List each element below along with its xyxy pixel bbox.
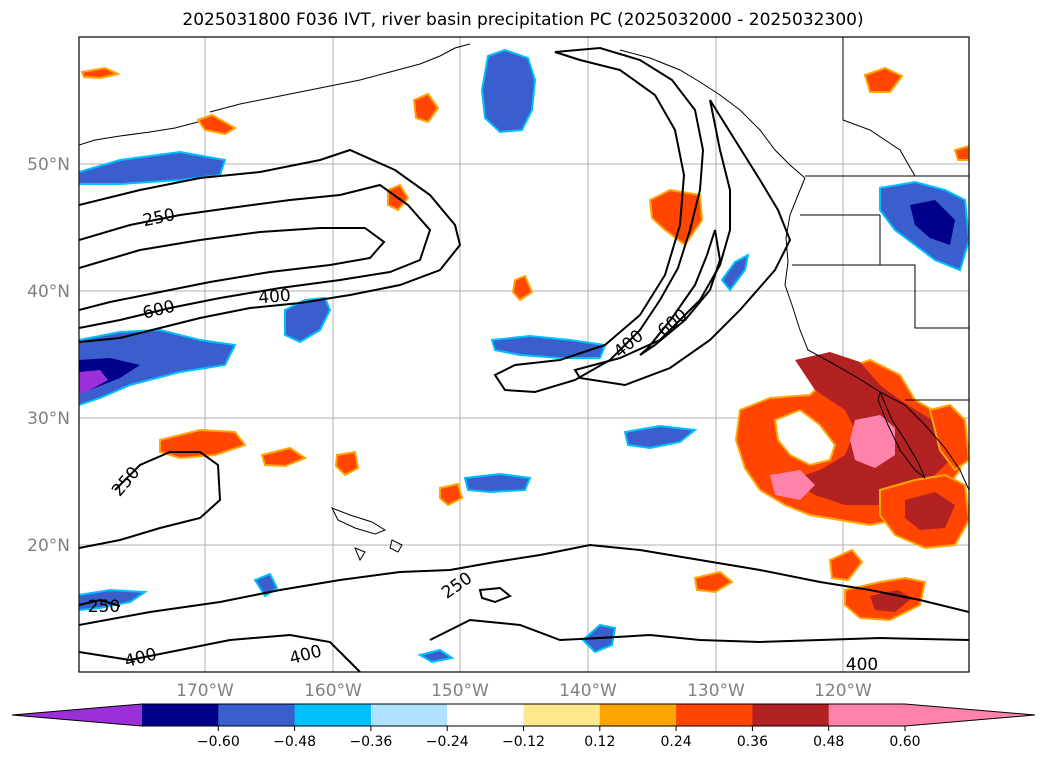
lat-label-20n: 20°N (27, 536, 70, 556)
colorbar-outline (11, 703, 1036, 727)
contour-400-north-jet (79, 183, 432, 329)
contour-250-loop (478, 586, 512, 604)
contour-400-arc (573, 99, 792, 387)
pos-region-aleut (196, 113, 237, 136)
neg-region-mid (284, 296, 332, 344)
colorbar-tick-label: 0.12 (584, 734, 615, 750)
hawaii-3 (354, 547, 366, 562)
colorbar: −0.60 −0.48 −0.36 −0.24 −0.12 0.12 0.24 0.36 0.4… (11, 703, 1036, 750)
alaska-coast-east (619, 49, 806, 179)
colorbar-segment (752, 704, 830, 726)
pos-region-nw-edge (80, 66, 122, 80)
pos-region-38n (511, 274, 534, 302)
lat-label-50n: 50°N (27, 155, 70, 175)
contour-label-400-north: 400 (258, 286, 292, 309)
map-frame (78, 36, 970, 673)
colorbar-segment (142, 704, 219, 726)
neg-region-sub25 (463, 472, 532, 494)
colorbar-tick-label: 0.36 (737, 734, 768, 750)
neg-region-gulf-alaska (480, 48, 537, 134)
colorbar-segment (370, 704, 448, 726)
coastlines (79, 37, 969, 562)
pos-region-22n (439, 482, 464, 507)
pos-region-17n (693, 570, 734, 594)
contour-250-south (79, 451, 222, 549)
contour-250-se (79, 598, 121, 607)
colorbar-segment (828, 704, 906, 726)
contour-250-tropics (79, 543, 969, 626)
colorbar-tick-label: 0.48 (813, 734, 844, 750)
pos-region-26n (260, 446, 308, 468)
neg-region-coast (720, 253, 750, 292)
lon-label-150w: 150°W (431, 681, 489, 701)
colorbar-extend-high (905, 704, 1035, 726)
pos-pink-baja2 (770, 470, 815, 500)
colorbar-segment (599, 704, 677, 726)
map-panel: 250 600 400 400 600 250 250 250 400 400 … (78, 36, 970, 675)
lon-label-170w: 170°W (176, 681, 234, 701)
neg-region-sub30 (623, 424, 698, 450)
colorbar-segment (294, 704, 372, 726)
neg-purple-west (79, 370, 108, 394)
colorbar-tick-label: 0.24 (661, 734, 692, 750)
bc-coast (784, 177, 969, 491)
lon-label-130w: 130°W (687, 681, 745, 701)
contour-600-north-jet (79, 227, 386, 311)
state-border-2 (880, 264, 969, 329)
precip-shading (79, 48, 969, 664)
colorbar-tick-label: −0.24 (426, 734, 469, 750)
canada-provinces (842, 37, 916, 177)
ivt-contours (79, 46, 969, 672)
pos-region-55n (863, 66, 904, 93)
neg-region-central (490, 334, 607, 359)
colorbar-segment (447, 704, 524, 726)
longitude-labels: 170°W 160°W 150°W 140°W 130°W 120°W (176, 681, 872, 701)
contour-label-250-west: 250 (88, 597, 120, 617)
contour-250-north-jet (79, 148, 462, 343)
colorbar-segment (523, 704, 601, 726)
pos-pink-baja1 (850, 415, 895, 468)
lon-label-160w: 160°W (304, 681, 362, 701)
alaska-coast (209, 43, 471, 113)
neg-core-interior (910, 200, 955, 245)
contour-250-arc (493, 46, 705, 394)
baja-peninsula (877, 390, 926, 479)
neg-region-small2 (417, 648, 455, 664)
aleutian-chain (79, 121, 199, 146)
pos-hole-baja (773, 408, 837, 467)
pos-region-53n (412, 92, 440, 124)
pos-region-18n (828, 548, 864, 582)
pos-region-ne-edge (953, 144, 969, 161)
contour-400-south-east (429, 618, 969, 644)
colorbar-segment (676, 704, 753, 726)
neg-region-small1 (253, 572, 279, 598)
lat-label-30n: 30°N (27, 409, 70, 429)
contour-600-arc (639, 229, 722, 356)
contour-label-400-se: 400 (846, 655, 878, 675)
pos-core-mexico (905, 492, 955, 530)
colorbar-tick-label: 0.60 (889, 734, 920, 750)
colorbar-extend-low (12, 704, 142, 726)
pos-region-coast-ca (928, 403, 969, 472)
colorbar-segment (218, 704, 296, 726)
colorbar-tick-label: −0.60 (197, 734, 240, 750)
colorbar-tick-label: −0.48 (273, 734, 316, 750)
latitude-labels: 50°N 40°N 30°N 20°N (27, 155, 70, 556)
contour-400-south (79, 633, 361, 672)
colorbar-tick-label: −0.12 (502, 734, 545, 750)
map-title: 2025031800 F036 IVT, river basin precipi… (182, 10, 863, 30)
hawaii-2 (389, 539, 403, 553)
hawaii-1 (330, 507, 387, 535)
lon-label-140w: 140°W (559, 681, 617, 701)
pos-region-25n-a (334, 450, 360, 477)
lat-label-40n: 40°N (27, 282, 70, 302)
colorbar-tick-label: −0.36 (349, 734, 392, 750)
lon-label-120w: 120°W (814, 681, 872, 701)
neg-region-sw (79, 588, 149, 612)
